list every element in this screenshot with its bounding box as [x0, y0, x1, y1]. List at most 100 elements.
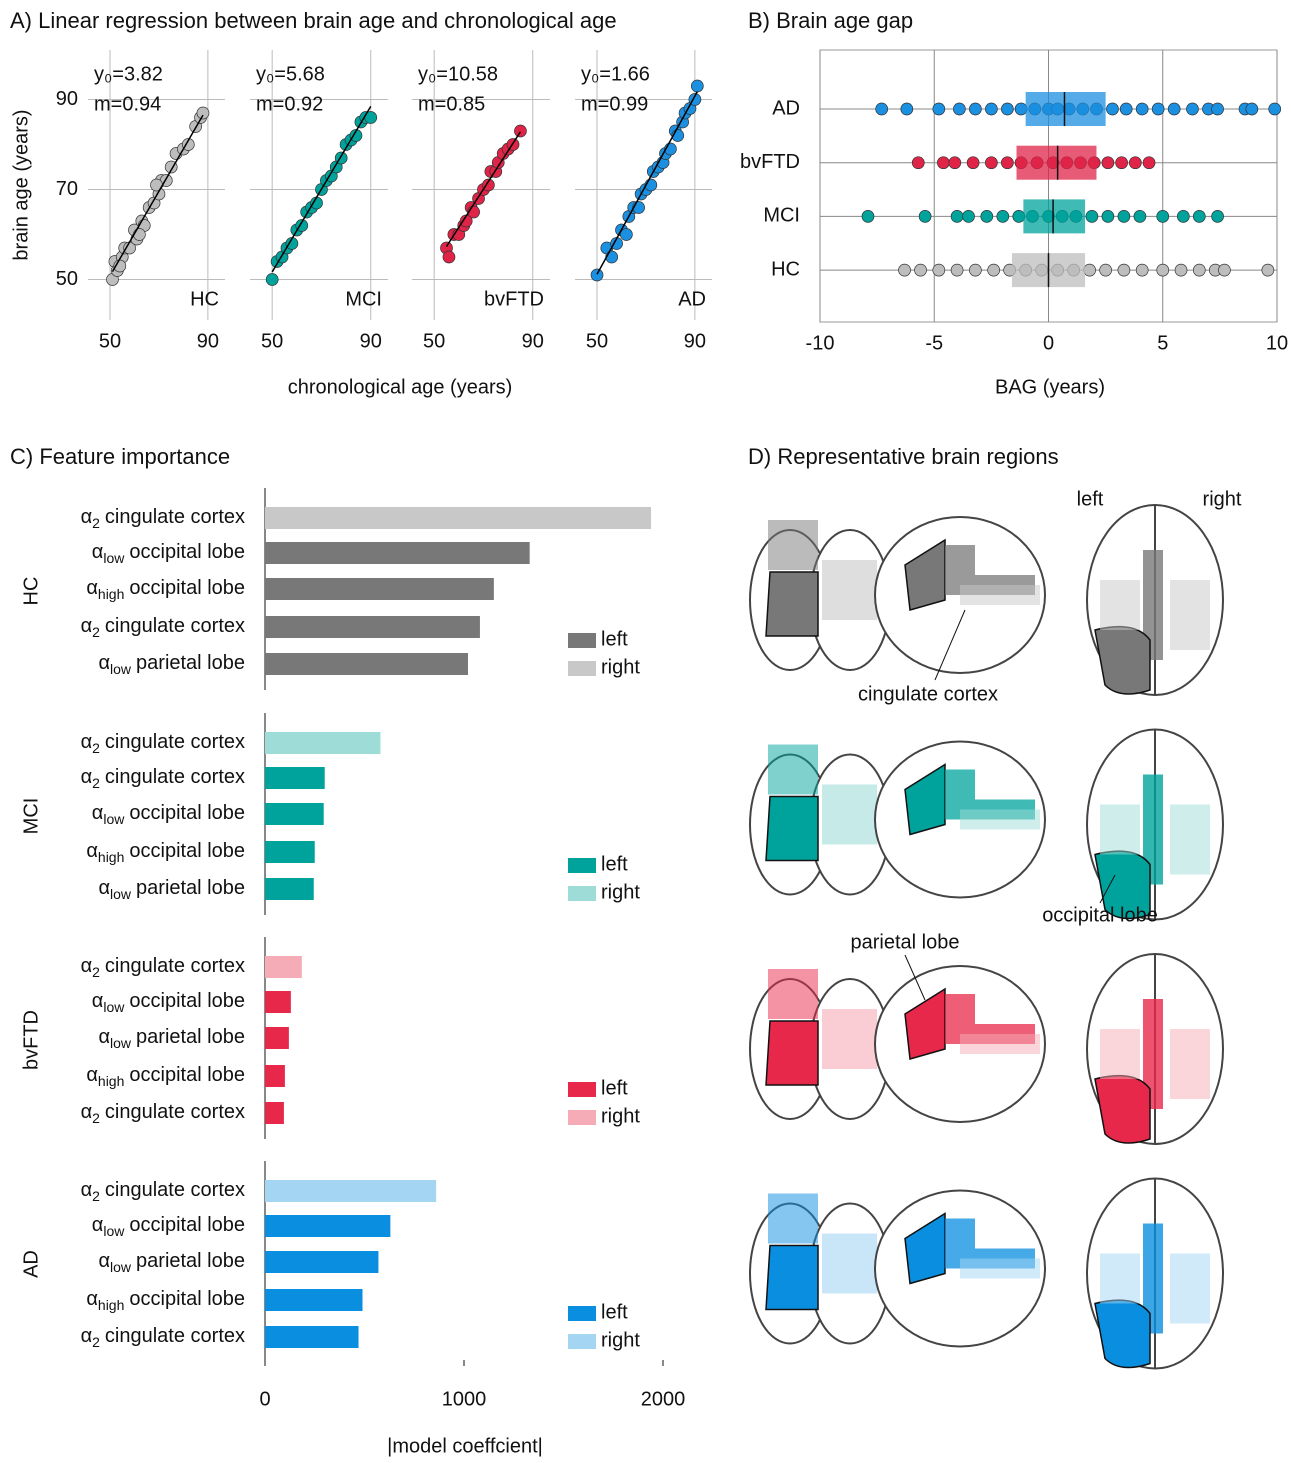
point — [1157, 210, 1169, 222]
y-tick-label: 70 — [56, 178, 78, 200]
point — [963, 210, 975, 222]
bar — [265, 1027, 289, 1049]
subscript: 2 — [92, 624, 100, 640]
symbol: α — [81, 506, 93, 528]
subplot-label: AD — [678, 288, 706, 310]
legend-label: right — [601, 656, 640, 678]
region — [822, 560, 877, 620]
point — [1269, 103, 1281, 115]
group-label: MCI — [20, 798, 42, 835]
region — [960, 810, 1040, 830]
annotation: parietal lobe — [851, 931, 960, 953]
subscript: low — [103, 1223, 125, 1239]
fit-line — [597, 92, 697, 275]
point — [876, 103, 888, 115]
point — [1015, 103, 1027, 115]
label-text: occipital lobe — [129, 541, 245, 563]
point — [1001, 157, 1013, 169]
subscript: low — [103, 811, 125, 827]
annotation: occipital lobe — [1042, 904, 1158, 926]
point — [1177, 210, 1189, 222]
y-tick-label: HC — [771, 258, 800, 280]
subscript: low — [103, 550, 125, 566]
panel-title: D) Representative brain regions — [748, 444, 1059, 469]
symbol: α — [98, 652, 110, 674]
y-tick-label: αhighoccipital lobe — [86, 1064, 245, 1088]
panel-title: C) Feature importance — [10, 444, 230, 469]
x-axis-label: chronological age (years) — [288, 376, 513, 398]
brain-images — [750, 505, 1223, 1369]
x-tick-label: -5 — [925, 332, 943, 354]
legend-label: left — [601, 1301, 628, 1323]
region — [766, 1021, 818, 1085]
legend-label: right — [601, 1329, 640, 1351]
fit-intercept: y₀=3.82 — [94, 63, 163, 85]
bar — [265, 507, 651, 529]
point — [1084, 264, 1096, 276]
label-text: occipital lobe — [129, 1288, 245, 1310]
bar — [265, 991, 291, 1013]
legend-swatch — [568, 886, 596, 901]
point — [899, 264, 911, 276]
subplot-label: MCI — [345, 288, 382, 310]
region — [1095, 1076, 1150, 1143]
label-text: parietal lobe — [136, 1026, 245, 1048]
point — [1193, 210, 1205, 222]
group-label: AD — [20, 1250, 42, 1278]
y-tick-label: α2cingulate cortex — [81, 615, 245, 639]
x-tick-label: 90 — [522, 330, 544, 352]
point — [691, 80, 703, 92]
region — [1100, 1029, 1140, 1079]
region — [1100, 1254, 1140, 1304]
legend-swatch — [568, 858, 596, 873]
subscript: low — [110, 661, 132, 677]
x-tick-label: 0 — [259, 1388, 270, 1410]
point — [620, 229, 632, 241]
region — [766, 1246, 818, 1310]
subscript: 2 — [92, 964, 100, 980]
y-tick-label: αhighoccipital lobe — [86, 840, 245, 864]
legend-label: right — [601, 1105, 640, 1127]
region — [960, 585, 1040, 605]
bar — [265, 803, 324, 825]
y-tick-label: α2cingulate cortex — [81, 1325, 245, 1349]
point — [1212, 103, 1224, 115]
subscript: high — [98, 849, 124, 865]
legend-label: left — [601, 628, 628, 650]
symbol: α — [92, 802, 104, 824]
point — [967, 157, 979, 169]
bar — [265, 1215, 390, 1237]
legend-label: left — [601, 1077, 628, 1099]
point — [1193, 264, 1205, 276]
legend-swatch — [568, 1110, 596, 1125]
hemisphere-label: right — [1203, 488, 1242, 510]
x-tick-label: 1000 — [442, 1388, 487, 1410]
symbol: α — [81, 1101, 93, 1123]
region — [768, 520, 818, 570]
y-tick-label: αlowparietal lobe — [98, 652, 245, 676]
symbol: α — [81, 766, 93, 788]
point — [1134, 210, 1146, 222]
x-tick-label: 90 — [684, 330, 706, 352]
x-tick-label: 2000 — [641, 1388, 686, 1410]
bar — [265, 767, 325, 789]
y-tick-label: αlowoccipital lobe — [92, 802, 245, 826]
x-tick-label: 50 — [586, 330, 608, 352]
figure: A) Linear regression between brain age a… — [0, 0, 1291, 1458]
subscript: 2 — [92, 1110, 100, 1126]
subscript: 2 — [92, 515, 100, 531]
point — [1102, 210, 1114, 222]
point — [969, 103, 981, 115]
symbol: α — [86, 1064, 98, 1086]
region — [766, 572, 818, 636]
point — [933, 264, 945, 276]
x-tick-label: 0 — [1043, 332, 1054, 354]
y-axis-label: brain age (years) — [10, 109, 32, 260]
region — [960, 1034, 1040, 1054]
region — [1170, 580, 1210, 650]
point — [1136, 264, 1148, 276]
point — [1218, 264, 1230, 276]
